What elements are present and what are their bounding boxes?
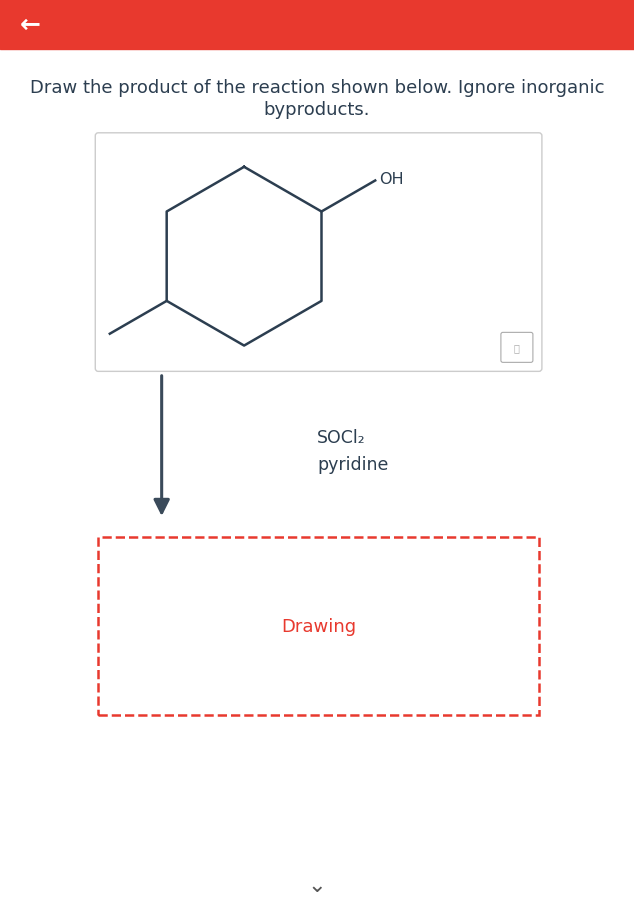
- Text: pyridine: pyridine: [317, 456, 389, 474]
- Text: 🔍: 🔍: [514, 343, 520, 353]
- Text: ←: ←: [20, 13, 41, 37]
- Text: Drawing: Drawing: [281, 618, 356, 635]
- Bar: [0, 0, 634, 50]
- FancyBboxPatch shape: [95, 134, 542, 372]
- Text: SOCl₂: SOCl₂: [317, 428, 366, 446]
- Text: byproducts.: byproducts.: [264, 101, 370, 118]
- Text: ⌄: ⌄: [307, 875, 327, 896]
- FancyBboxPatch shape: [501, 333, 533, 363]
- Bar: [98, 537, 539, 715]
- Text: Draw the product of the reaction shown below. Ignore inorganic: Draw the product of the reaction shown b…: [30, 79, 604, 97]
- Text: OH: OH: [379, 172, 404, 187]
